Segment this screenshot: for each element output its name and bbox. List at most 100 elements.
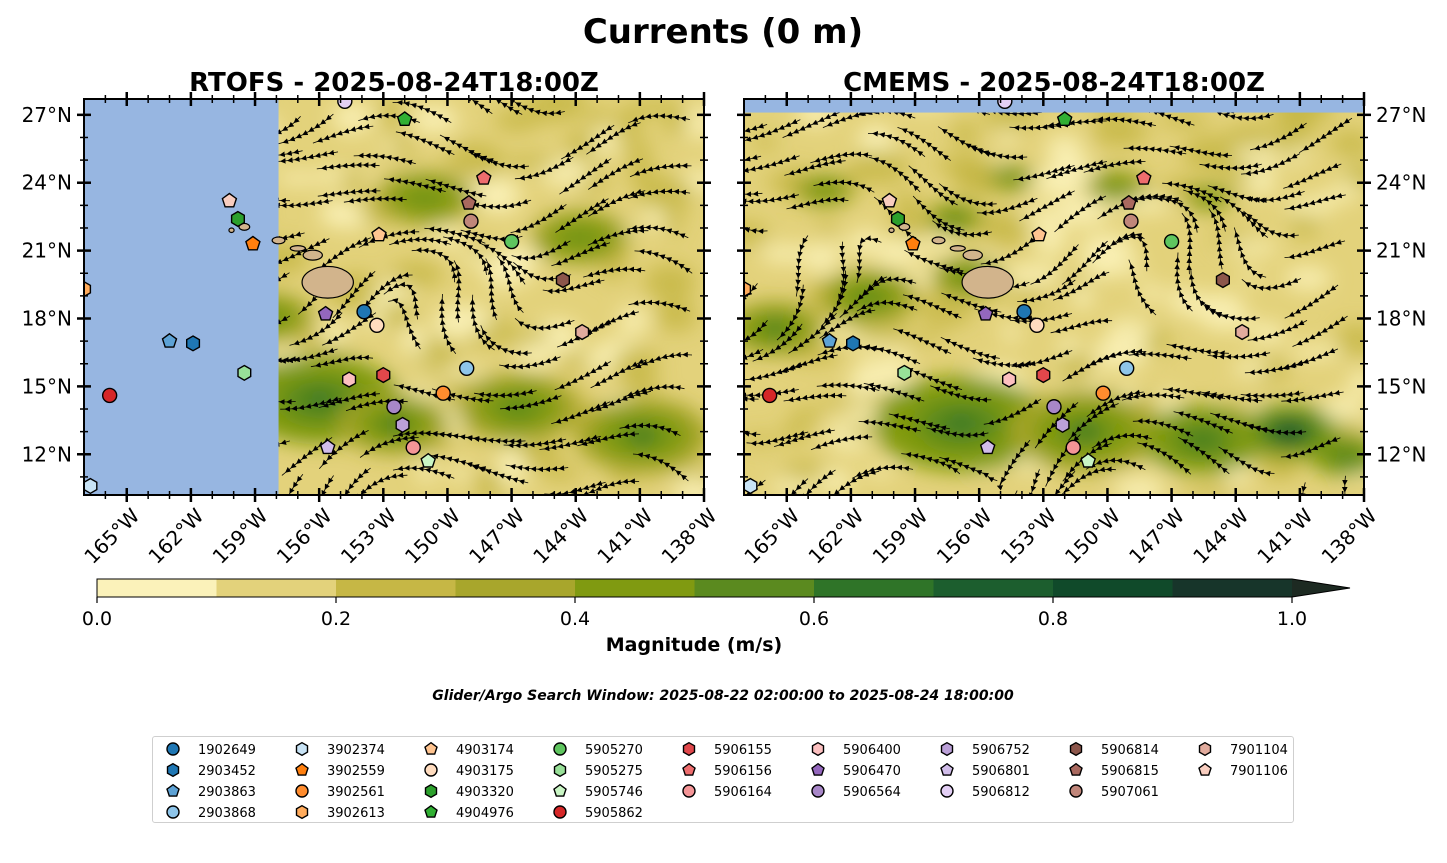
rtofs-platform-5905270 (503, 233, 520, 250)
colorbar-extend-arrow (1292, 579, 1350, 597)
cmems-streamline (1201, 300, 1260, 322)
rtofs-no-data-area (84, 99, 279, 495)
rtofs-x-tick-label: 165°W (79, 503, 144, 568)
rtofs-streamline (353, 152, 416, 166)
rtofs-streamline (425, 178, 487, 199)
rtofs-y-tick-label: 21°N (22, 239, 72, 263)
rtofs-x-tick-label: 141°W (592, 503, 657, 568)
cmems-field-core (1071, 424, 1099, 440)
legend-marker-5906164 (682, 784, 696, 798)
colorbar-tick-label: 0.4 (560, 608, 590, 630)
cmems-x-tick-label: 141°W (1252, 503, 1317, 568)
cmems-map (744, 99, 1364, 495)
cmems-streamline (819, 307, 876, 339)
rtofs-streamline (278, 474, 304, 495)
colorbar-segment (1053, 579, 1173, 597)
colorbar-label: Magnitude (m/s) (606, 634, 783, 656)
cmems-x-tick-label: 165°W (739, 503, 804, 568)
legend-label-5906400: 5906400 (843, 743, 901, 758)
cmems-field-patch (1107, 317, 1152, 348)
rtofs-streamline (312, 123, 374, 144)
colorbar-tick-label: 0.2 (321, 608, 351, 630)
cmems-platform-2903863 (821, 332, 838, 348)
legend-marker-5906564 (811, 784, 825, 798)
rtofs-streamline (586, 121, 641, 155)
rtofs-platform-2903868 (458, 360, 475, 376)
rtofs-field-patch (635, 175, 694, 212)
cmems-platform-7901104 (1235, 323, 1250, 341)
rtofs-streamline (311, 475, 334, 495)
cmems-streamline (1050, 317, 1113, 334)
cmems-streamline (794, 235, 809, 297)
rtofs-streamline (500, 394, 562, 411)
rtofs-streamline (318, 429, 369, 470)
legend-label-1902649: 1902649 (198, 743, 256, 758)
rtofs-streamline (438, 293, 457, 354)
cmems-streamline (1284, 284, 1339, 319)
rtofs-platform-3902613 (84, 280, 92, 298)
rtofs-field-core (416, 193, 434, 203)
rtofs-streamline (628, 112, 690, 124)
cmems-streamline (744, 215, 768, 235)
legend-marker-5906155 (682, 741, 696, 757)
cmems-platform-5905270 (1163, 233, 1180, 250)
rtofs-island (302, 249, 323, 261)
legend-marker-4903175 (424, 763, 438, 777)
rtofs-island (238, 222, 251, 231)
cmems-island (962, 249, 983, 261)
rtofs-island (301, 265, 354, 299)
rtofs-streamline (587, 157, 644, 190)
rtofs-field-patch (614, 109, 643, 136)
cmems-streamline (1341, 475, 1349, 495)
cmems-platform-5906155 (1036, 366, 1051, 384)
rtofs-platform-2903452 (185, 335, 201, 352)
cmems-y-tick-label: 24°N (1376, 171, 1426, 195)
legend-label-2903452: 2903452 (198, 764, 256, 779)
rtofs-platform-7901106 (221, 192, 238, 208)
legend-label-5906815: 5906815 (1101, 764, 1159, 779)
cmems-streamline (1243, 424, 1307, 436)
legend-marker-5905746 (553, 783, 567, 797)
colorbar-segment (455, 579, 576, 597)
rtofs-field-patch (683, 119, 704, 139)
legend-label-5906164: 5906164 (714, 785, 772, 800)
cmems-platform-5905275 (897, 364, 912, 382)
cmems-x-tick-label: 147°W (1124, 503, 1189, 568)
legend-marker-5906400 (811, 741, 825, 757)
cmems-field-patch (1158, 111, 1209, 128)
rtofs-streamline (310, 354, 374, 368)
rtofs-island (228, 227, 235, 234)
cmems-streamline (1240, 153, 1301, 177)
cmems-streamline (1169, 145, 1233, 159)
cmems-streamline (1128, 259, 1157, 316)
rtofs-field-patch (627, 99, 684, 115)
rtofs-field-patch (389, 261, 444, 288)
cmems-field-core (1110, 183, 1122, 190)
cmems-streamline (932, 220, 992, 238)
cmems-field-patch (1283, 118, 1314, 148)
cmems-field-core (1280, 426, 1299, 437)
rtofs-platform-2903863 (161, 332, 178, 348)
cmems-streamline (1284, 239, 1346, 260)
platform-legend-entries: 1902649 2903452 2903863 2903868 3902374 39025… (166, 741, 1288, 821)
rtofs-y-tick-label: 15°N (22, 374, 72, 398)
rtofs-field-patch (494, 276, 511, 291)
legend-marker-5906814 (1069, 741, 1083, 757)
rtofs-x-tick-label: 159°W (208, 503, 273, 568)
rtofs-field-patch (503, 155, 560, 170)
colorbar-segment (575, 579, 695, 597)
rtofs-field-patch (408, 347, 464, 364)
cmems-field-patch (1185, 485, 1239, 495)
cmems-platform-5905746 (1080, 452, 1097, 468)
cmems-streamline (966, 143, 1028, 161)
legend-marker-3902561 (295, 784, 309, 798)
rtofs-streamline (581, 310, 639, 338)
rtofs-field-patch (447, 142, 504, 181)
cmems-platform-3902561 (1095, 385, 1111, 401)
cmems-streamline (1177, 436, 1230, 475)
rtofs-streamline (583, 266, 646, 278)
colorbar-outline (96, 578, 1351, 598)
rtofs-field-patch (612, 347, 659, 381)
cmems-field-patch (1225, 240, 1280, 256)
rtofs-field-patch (275, 171, 320, 186)
